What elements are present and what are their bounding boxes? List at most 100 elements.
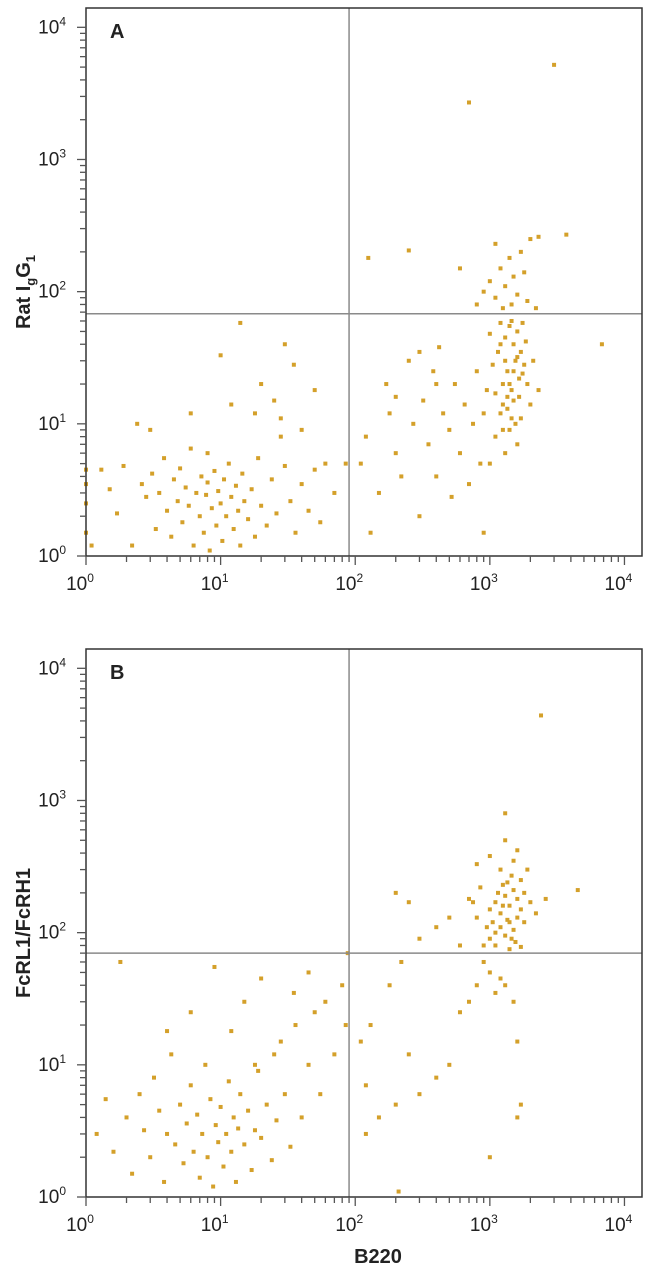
data-point [242,1142,247,1147]
data-point [142,1128,147,1133]
data-point [503,811,508,816]
data-point [509,318,514,323]
tick-exponent: 2 [356,1212,363,1226]
data-point [498,266,503,271]
data-point [236,1126,241,1131]
data-point [511,274,516,279]
data-point [399,959,404,964]
data-point [481,959,486,964]
data-point [278,434,283,439]
data-point [205,451,210,456]
data-point [417,349,422,354]
data-point [242,999,247,1004]
data-point [487,970,492,975]
data-point [183,485,188,490]
data-point [259,1135,264,1140]
data-point [137,1092,142,1097]
data-point [518,907,523,912]
data-point [332,1052,337,1057]
data-point [231,527,236,532]
data-point [135,421,140,426]
data-point [515,355,520,360]
data-point [471,900,476,905]
data-point [211,1184,216,1189]
data-point [384,382,389,387]
data-point [150,471,155,476]
data-point [165,1131,170,1136]
data-point [259,976,264,981]
y-tick-label: 103 [38,787,66,811]
data-point [318,520,323,525]
data-point [376,1115,381,1120]
data-point [543,896,548,901]
data-point [323,999,328,1004]
tick-exponent: 0 [87,571,94,585]
data-point [393,890,398,895]
data-point [515,915,520,920]
tick-exponent: 1 [59,411,66,425]
data-point [306,970,311,975]
data-point [249,487,254,492]
data-point [575,888,580,893]
data-point [509,416,514,421]
data-point [130,1171,135,1176]
data-point [493,241,498,246]
data-point [252,1128,257,1133]
y-axis-title: FcRL1/FcRH1 [13,868,35,998]
data-point [528,237,533,242]
data-point [474,983,479,988]
data-point [226,461,231,466]
data-point [363,1131,368,1136]
data-point [221,1164,226,1169]
data-point [417,1092,422,1097]
data-point [175,499,180,504]
data-point [238,320,243,325]
tick-exponent: 3 [491,571,498,585]
data-point [515,292,520,297]
subscript: g [23,278,38,286]
data-point [539,713,544,718]
data-point [173,1142,178,1147]
data-point [511,999,516,1004]
data-point [487,461,492,466]
data-point [205,480,210,485]
data-point [406,248,411,253]
data-point [274,511,279,516]
data-point [564,232,569,237]
data-point [282,342,287,347]
data-point [406,358,411,363]
data-point [496,890,501,895]
data-point [218,1104,223,1109]
data-point [278,416,283,421]
data-point [505,394,510,399]
data-point [474,915,479,920]
data-point [332,490,337,495]
data-point [421,398,426,403]
data-point [130,543,135,548]
data-point [406,900,411,905]
data-point [252,411,257,416]
data-point [89,543,94,548]
data-point [229,1029,234,1034]
data-point [152,1075,157,1080]
data-point [498,925,503,930]
data-point [525,867,530,872]
data-point [487,854,492,859]
data-point [474,369,479,374]
data-point [224,514,229,519]
data-point [500,306,505,311]
data-point [274,1118,279,1123]
data-point [181,1161,186,1166]
data-point [218,501,223,506]
subscript: 1 [23,255,38,262]
data-point [118,959,123,964]
data-point [288,1144,293,1149]
y-tick-label: 101 [38,411,66,435]
data-point [229,494,234,499]
data-point [259,503,264,508]
data-point [188,411,193,416]
data-point [507,427,512,432]
data-point [417,936,422,941]
data-point [525,382,530,387]
data-point [507,947,512,952]
